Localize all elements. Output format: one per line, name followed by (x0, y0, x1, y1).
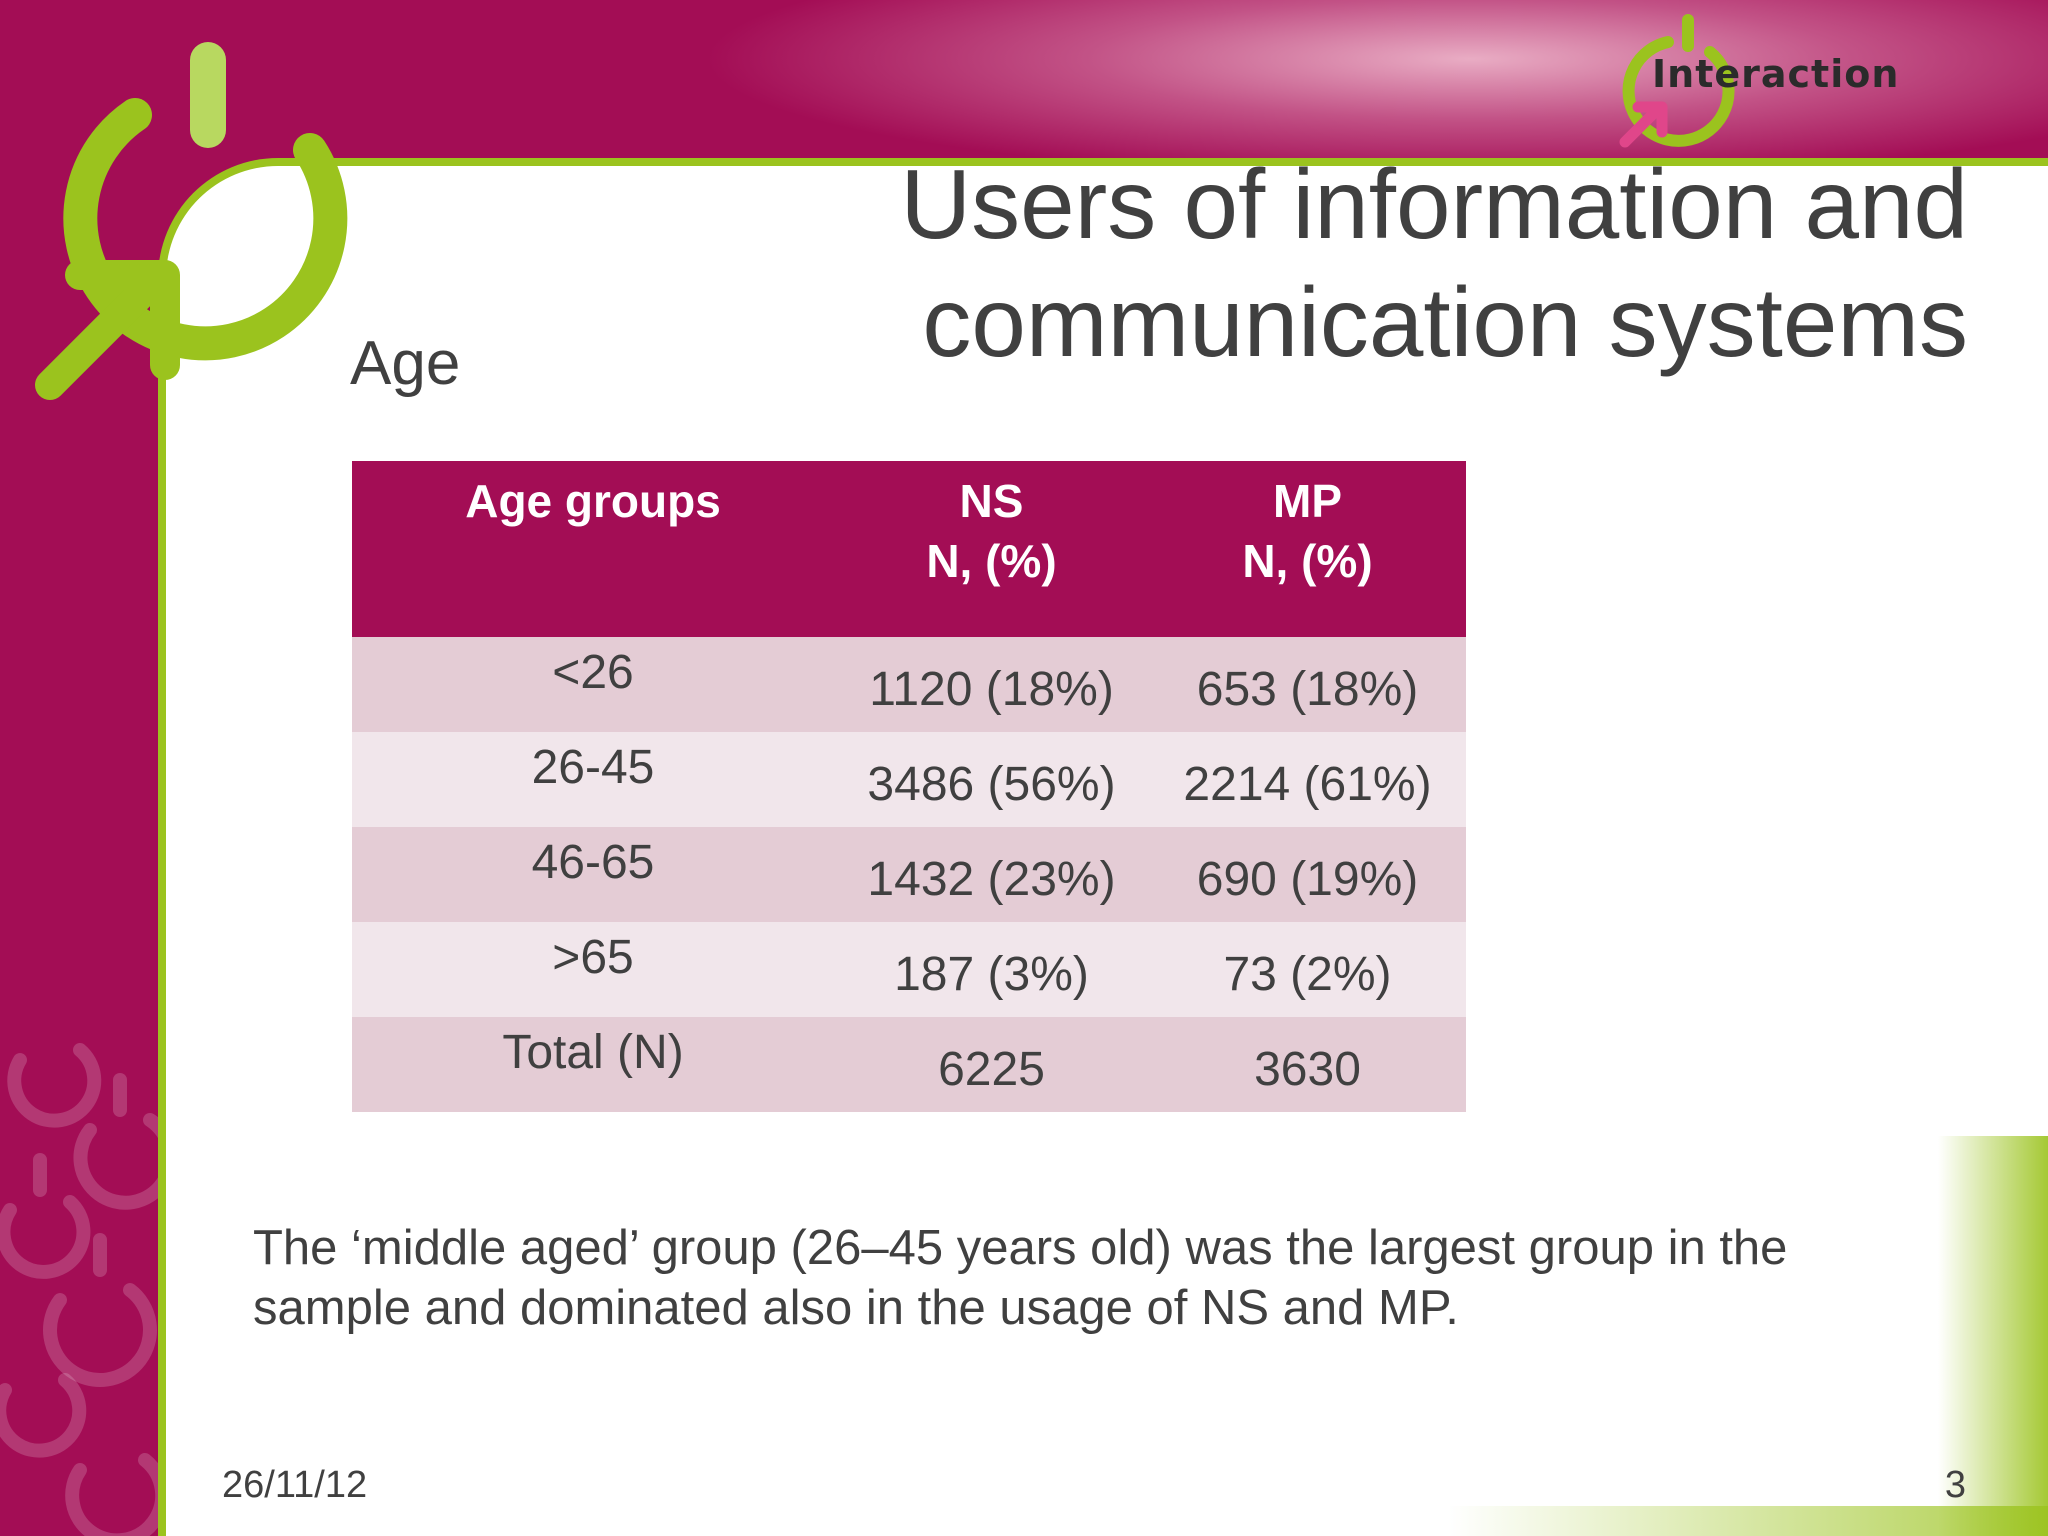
page-number: 3 (1944, 1464, 1966, 1506)
age-groups-table: Age groups NS N, (%) MP N, (%) <26 1120 … (352, 461, 1466, 1112)
age-group-cell: 26-45 (352, 732, 834, 827)
ns-value-cell: 1120 (18%) (834, 637, 1149, 732)
mp-value-cell: 2214 (61%) (1149, 732, 1466, 827)
ns-value-cell: 187 (3%) (834, 922, 1149, 1017)
logo-icon (1619, 14, 1735, 148)
age-group-cell: >65 (352, 922, 834, 1017)
table-row: >65 187 (3%) 73 (2%) (352, 922, 1466, 1017)
footer-date: 26/11/12 (222, 1464, 368, 1506)
slide-subtitle: Age (350, 329, 461, 398)
ns-total-cell: 6225 (834, 1017, 1149, 1112)
slide-title: Users of information and communication s… (900, 149, 1968, 377)
table-row: 26-45 3486 (56%) 2214 (61%) (352, 732, 1466, 827)
column-header-age-groups: Age groups (352, 461, 834, 637)
ns-value-cell: 3486 (56%) (834, 732, 1149, 827)
logo-text: Interaction (1652, 52, 1900, 96)
column-header-mp: MP N, (%) (1149, 461, 1466, 637)
green-fade-bottom-decoration (1448, 1506, 2048, 1536)
age-group-cell: 46-65 (352, 827, 834, 922)
background-pattern-icon (0, 1043, 158, 1536)
column-header-ns: NS N, (%) (834, 461, 1149, 637)
green-fade-decoration (1938, 1136, 2048, 1536)
mp-value-cell: 690 (19%) (1149, 827, 1466, 922)
age-group-cell: <26 (352, 637, 834, 732)
mp-total-cell: 3630 (1149, 1017, 1466, 1112)
total-label-cell: Total (N) (352, 1017, 834, 1112)
mp-value-cell: 73 (2%) (1149, 922, 1466, 1017)
table-row: <26 1120 (18%) 653 (18%) (352, 637, 1466, 732)
table-header-row: Age groups NS N, (%) MP N, (%) (352, 461, 1466, 637)
table-row: 46-65 1432 (23%) 690 (19%) (352, 827, 1466, 922)
summary-note: The ‘middle aged’ group (26–45 years old… (253, 1221, 1788, 1335)
power-symbol-icon (35, 42, 348, 400)
banner-glow (700, 0, 2048, 180)
table-row-total: Total (N) 6225 3630 (352, 1017, 1466, 1112)
mp-value-cell: 653 (18%) (1149, 637, 1466, 732)
ns-value-cell: 1432 (23%) (834, 827, 1149, 922)
